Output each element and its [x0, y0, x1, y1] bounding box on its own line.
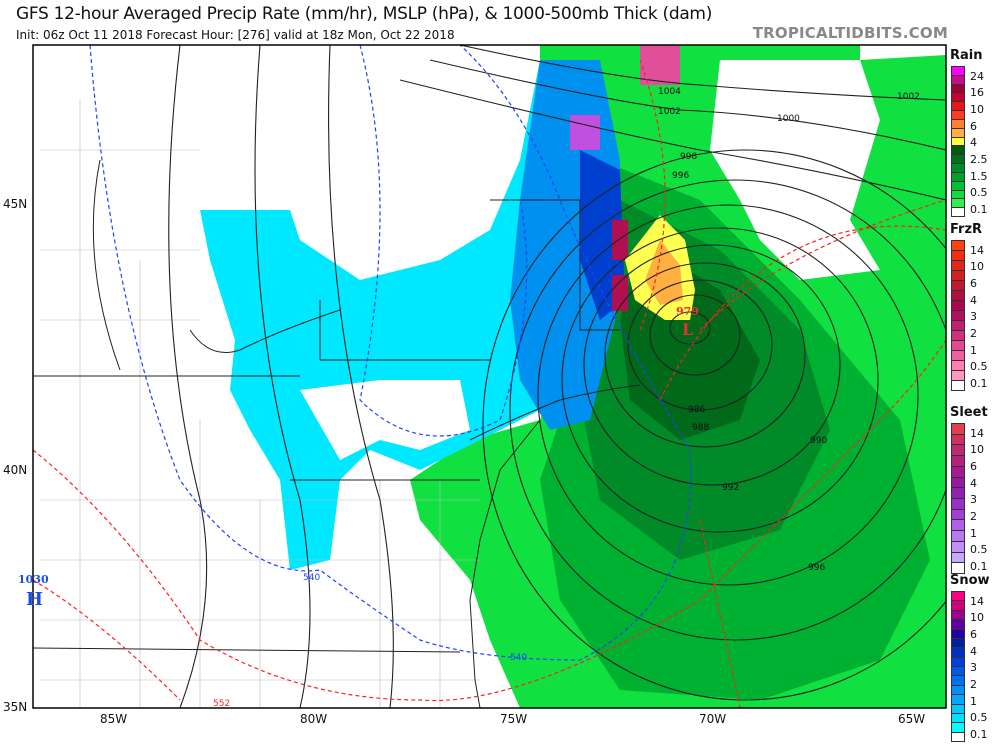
legend-title: Rain: [950, 48, 983, 63]
low-pressure-marker: L: [682, 320, 693, 339]
map-subtitle: Init: 06z Oct 11 2018 Forecast Hour: [27…: [16, 28, 455, 42]
legend-swatch: [951, 731, 965, 742]
legend-label: 16: [970, 86, 984, 100]
legend-label: 2: [970, 327, 977, 340]
isobar-label: 996: [672, 171, 689, 181]
lon-label: 80W: [300, 712, 328, 726]
legend-label: 1.5: [970, 169, 988, 183]
legend-label: 10: [970, 443, 984, 457]
isobar-label: 1002: [658, 107, 681, 117]
isobar-label: 1004: [658, 87, 681, 97]
legend-label: 3: [970, 310, 977, 324]
legend-swatch: [951, 562, 965, 574]
legend-swatch: [951, 207, 965, 217]
legend-label: 4: [970, 136, 977, 150]
legend-label: 0.1: [970, 377, 988, 390]
legend-title: Sleet: [950, 405, 988, 420]
legend-label: 0.5: [970, 711, 988, 725]
high-pressure-value: 1030: [18, 573, 49, 586]
heavy-rain-core-inner: [645, 240, 683, 305]
freezing-rain: [612, 220, 628, 260]
isobar-label: 998: [680, 152, 697, 162]
snow-area: [200, 60, 580, 570]
thickness-label: 540: [303, 573, 320, 583]
legend-label: 14: [970, 594, 984, 608]
legend-rain: Rain 24 16 10 6 4 2.5 1.5 0.5 0.1: [950, 48, 1000, 217]
lat-label: 45N: [3, 197, 28, 211]
legend-label: 14: [970, 243, 984, 257]
legend-label: 4: [970, 476, 977, 490]
isobar-label: 986: [688, 405, 705, 415]
legend-label: 6: [970, 628, 977, 641]
thickness-lines: [33, 45, 946, 708]
legend-label: 24: [970, 69, 984, 83]
isobar-label: 1002: [897, 92, 920, 102]
legend-label: 1: [970, 343, 977, 357]
map-title: GFS 12-hour Averaged Precip Rate (mm/hr)…: [16, 4, 713, 24]
legend-label: 4: [970, 293, 977, 307]
isobar-label: 988: [692, 423, 709, 433]
legend-label: 0.5: [970, 543, 988, 557]
county-borders: [40, 100, 480, 708]
legend-label: 6: [970, 119, 977, 133]
low-pressure-value: 979: [676, 305, 699, 318]
mixed-precip: [570, 115, 600, 150]
legend-swatch: [951, 380, 965, 391]
thickness-label: 552: [213, 699, 230, 709]
isobar-label: 996: [808, 563, 825, 573]
legend-title: FrzR: [950, 222, 983, 237]
legend-label: 0.5: [970, 360, 988, 374]
legend-label: 0.1: [970, 203, 988, 216]
legend-label: 1: [970, 694, 977, 708]
state-borders: [33, 159, 641, 708]
thickness-labels: 540 540 552: [213, 573, 527, 709]
legend-label: 2.5: [970, 153, 988, 166]
legend-snow: Snow 14 10 6 4 3 2 1 0.5 0.1: [950, 573, 1000, 742]
legend-label: 2: [970, 510, 977, 523]
thickness-label: 540: [510, 653, 527, 663]
isobar-label: 990: [810, 436, 827, 446]
freezing-rain: [612, 275, 628, 311]
isobar-label: 1000: [777, 114, 800, 124]
legend-label: 6: [970, 277, 977, 290]
lon-label: 70W: [699, 712, 727, 726]
legend-label: 0.1: [970, 560, 988, 573]
legend-label: 3: [970, 661, 977, 675]
legend-label: 4: [970, 644, 977, 658]
isobars: [168, 45, 946, 708]
legend-label: 0.5: [970, 186, 988, 200]
legend-label: 10: [970, 611, 984, 625]
snow-moderate: [510, 60, 620, 430]
legend-label: 3: [970, 493, 977, 507]
legend-label: 0.1: [970, 728, 988, 741]
lat-label: 35N: [3, 700, 28, 714]
snow-hole: [300, 380, 470, 460]
isobar-label: 992: [722, 483, 739, 493]
legend-label: 14: [970, 426, 984, 440]
legend-label: 6: [970, 460, 977, 473]
pressure-centers: 979 L 1030 H: [18, 305, 699, 610]
watermark: TROPICALTIDBITS.COM: [752, 24, 948, 42]
lat-label: 40N: [3, 463, 28, 477]
legend-sleet: Sleet 14 10 6 4 3 2 1 0.5 0.1: [950, 405, 1000, 574]
legend-frzr: FrzR 14 10 6 4 3 2 1 0.5 0.1: [950, 222, 1000, 391]
legend-label: 10: [970, 103, 984, 116]
legend-label: 1: [970, 526, 977, 540]
lon-label: 65W: [898, 712, 926, 726]
legend-label: 10: [970, 260, 984, 274]
legend-title: Snow: [950, 573, 990, 588]
isobar-labels: 1004 1002 1000 1002 998 996 986 988 990 …: [658, 87, 920, 573]
mixed-precip: [640, 45, 680, 85]
high-pressure-marker: H: [26, 589, 43, 610]
legend-label: 2: [970, 678, 977, 691]
lon-label: 85W: [100, 712, 128, 726]
map-frame: [32, 44, 947, 709]
lon-label: 75W: [500, 712, 528, 726]
